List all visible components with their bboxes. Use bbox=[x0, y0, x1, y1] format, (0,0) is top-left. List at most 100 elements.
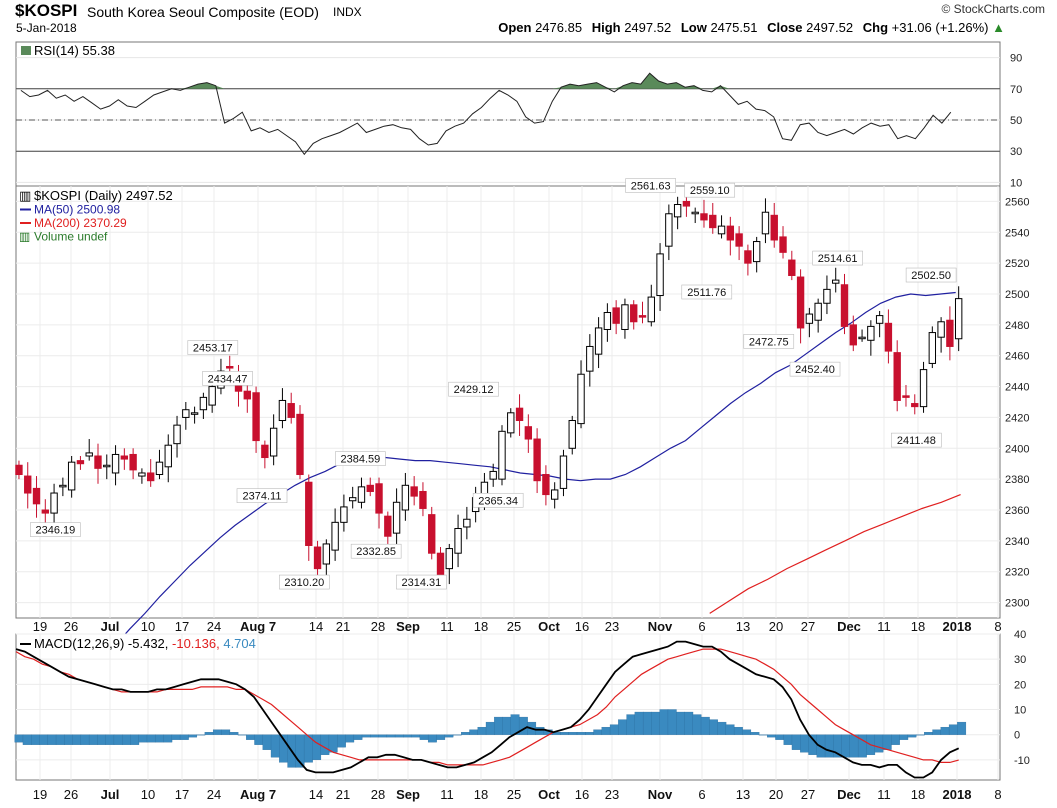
annotation-label: 2310.20 bbox=[284, 577, 324, 589]
price-x-tick-label: 26 bbox=[64, 619, 78, 634]
candle-body bbox=[498, 430, 506, 480]
candle-body bbox=[875, 315, 884, 324]
price-annotation: 2453.17 bbox=[187, 340, 239, 355]
candle-body bbox=[726, 225, 735, 241]
macd-histogram-bar bbox=[411, 734, 421, 738]
macd-histogram-bar bbox=[758, 734, 768, 736]
annotation-box bbox=[448, 381, 499, 397]
annotation-box bbox=[684, 182, 736, 198]
candle-body bbox=[524, 426, 533, 440]
candle-body bbox=[146, 472, 155, 482]
price-annotation: 2514.61 bbox=[812, 250, 863, 266]
annotation-box bbox=[681, 284, 733, 300]
macd-x-tick-label: Sep bbox=[396, 787, 420, 802]
annotation-box bbox=[30, 522, 81, 537]
rsi-tick-label: 30 bbox=[1010, 146, 1022, 158]
low-value: 2475.51 bbox=[710, 20, 758, 35]
annotation-label: 2514.61 bbox=[818, 253, 858, 265]
candle-body bbox=[59, 484, 67, 488]
macd-histogram-bar bbox=[585, 732, 594, 735]
candle-body bbox=[305, 481, 313, 546]
macd-histogram-bar bbox=[800, 734, 809, 753]
price-tick-label: 2380 bbox=[1005, 474, 1029, 486]
macd-histogram-bar bbox=[791, 734, 801, 750]
price-annotation: 2452.40 bbox=[789, 361, 841, 377]
macd-histogram-bar bbox=[601, 726, 611, 735]
macd-histogram-bar bbox=[444, 734, 454, 738]
macd-histogram-bar bbox=[775, 734, 785, 740]
candle-body bbox=[559, 455, 568, 489]
chart-date: 5-Jan-2018 bbox=[16, 21, 77, 35]
price-tick-label: 2320 bbox=[1005, 567, 1029, 579]
candle-body bbox=[24, 475, 32, 494]
macd-histogram-bar bbox=[113, 734, 123, 745]
rsi-panel: 90 70 50 30 10 RSI(14) 55.38 bbox=[15, 41, 1022, 199]
candle-body bbox=[779, 236, 787, 253]
price-x-tick-label: Sep bbox=[396, 619, 420, 634]
candle-body bbox=[665, 213, 673, 247]
macd-histogram-bar bbox=[14, 734, 24, 743]
macd-histogram-bar bbox=[717, 721, 727, 735]
candle-body bbox=[744, 250, 752, 264]
price-x-tick-label: 6 bbox=[698, 619, 705, 634]
candle-body bbox=[700, 213, 708, 221]
macd-x-tick-label: Nov bbox=[648, 787, 673, 802]
price-annotation: 2310.20 bbox=[279, 574, 330, 590]
macd-histogram-bar bbox=[957, 721, 967, 735]
price-x-tick-label: 27 bbox=[801, 619, 815, 634]
candle-body bbox=[621, 304, 629, 330]
macd-x-tick-label: 13 bbox=[736, 787, 750, 802]
candle-body bbox=[85, 452, 93, 457]
macd-histogram-bar bbox=[849, 734, 859, 758]
price-annotation: 2561.63 bbox=[625, 178, 676, 193]
candle-body bbox=[261, 444, 269, 459]
candle-body bbox=[550, 489, 559, 500]
candle-body bbox=[428, 514, 436, 554]
candle-body bbox=[226, 366, 234, 369]
candle-body bbox=[691, 211, 699, 215]
macd-histogram-bar bbox=[750, 732, 760, 735]
macd-histogram-bar bbox=[502, 716, 512, 735]
candle-body bbox=[103, 464, 111, 468]
candle-body bbox=[568, 420, 576, 449]
candle-body bbox=[357, 486, 366, 503]
macd-histogram-bar bbox=[940, 726, 950, 735]
macd-histogram-bar bbox=[436, 734, 446, 740]
open-label: Open bbox=[498, 20, 532, 35]
close-value: 2497.52 bbox=[806, 20, 854, 35]
macd-histogram-bar bbox=[642, 711, 652, 735]
macd-histogram-bar bbox=[394, 734, 404, 738]
macd-histogram-bar bbox=[179, 734, 189, 740]
candle-body bbox=[682, 200, 691, 207]
macd-histogram-bar bbox=[361, 734, 371, 738]
price-annotation: 2365.34 bbox=[472, 492, 524, 508]
candle-body bbox=[120, 455, 129, 460]
annotation-label: 2452.40 bbox=[795, 364, 835, 376]
macd-histogram-bar bbox=[891, 734, 900, 745]
macd-histogram-bar bbox=[88, 734, 98, 745]
price-legend-label: Volume undef bbox=[34, 230, 108, 244]
price-tick-label: 2400 bbox=[1005, 443, 1029, 455]
price-x-tick-label: 17 bbox=[175, 619, 189, 634]
macd-histogram-bar bbox=[808, 734, 818, 755]
macd-signal-line bbox=[15, 648, 959, 766]
macd-panel: 40 30 20 10 0 -10 MACD(12,26,9) -5.432, -10.13… bbox=[14, 629, 1030, 802]
macd-histogram-bar bbox=[246, 734, 255, 740]
price-tick-label: 2460 bbox=[1005, 351, 1029, 363]
annotation-box bbox=[279, 574, 330, 590]
macd-histogram-bar bbox=[676, 711, 685, 735]
volume-legend-icon: ▥ bbox=[19, 230, 30, 244]
price-x-tick-label: Aug 7 bbox=[240, 619, 276, 634]
ma200-line bbox=[709, 494, 961, 614]
macd-x-tick-label: Dec bbox=[837, 787, 861, 802]
exchange-label: INDX bbox=[333, 5, 362, 19]
macd-histogram-bar bbox=[742, 729, 752, 735]
macd-histogram-bar bbox=[188, 734, 198, 738]
macd-x-tick-label: 10 bbox=[141, 787, 155, 802]
rsi-legend-label: RSI(14) 55.38 bbox=[34, 43, 115, 58]
annotation-box bbox=[236, 488, 288, 503]
candle-body bbox=[507, 412, 515, 434]
macd-histogram-bar bbox=[609, 724, 619, 735]
price-tick-label: 2500 bbox=[1005, 289, 1029, 301]
candle-body bbox=[173, 424, 181, 445]
